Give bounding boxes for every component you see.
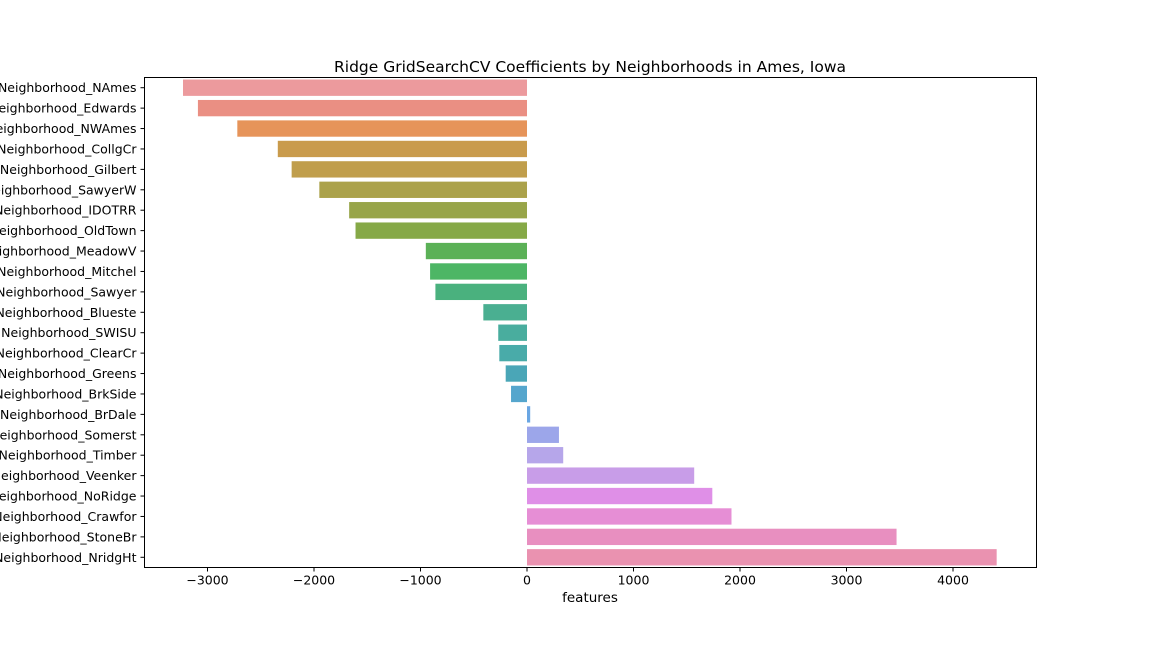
x-tick-label: −2000 xyxy=(293,573,335,588)
y-tick-label: Neighborhood_Greens xyxy=(0,366,137,381)
y-tick-label: Neighborhood_NWAmes xyxy=(0,121,137,136)
y-tick-label: Neighborhood_SWISU xyxy=(1,325,136,340)
x-tick-label: 0 xyxy=(523,573,531,588)
x-ticks: −3000 −2000 −1000 0 1000 2000 3000 4000 xyxy=(186,567,969,588)
y-tick-label: Neighborhood_Somerst xyxy=(0,427,137,442)
chart-title: Ridge GridSearchCV Coefficients by Neigh… xyxy=(334,58,846,76)
y-tick-label: Neighborhood_ClearCr xyxy=(0,346,137,361)
bar xyxy=(425,242,527,260)
bar xyxy=(319,181,527,198)
y-tick-label: Neighborhood_Veenker xyxy=(0,468,137,483)
bar xyxy=(349,202,527,219)
x-tick-label: 3000 xyxy=(831,573,863,588)
y-tick-label: Neighborhood_Timber xyxy=(0,448,137,463)
y-tick-label: Neighborhood_OldTown xyxy=(0,223,137,238)
y-tick-label: Neighborhood_BrDale xyxy=(0,407,137,422)
bar xyxy=(183,79,527,96)
bar-group xyxy=(183,79,997,566)
bar xyxy=(527,508,732,525)
bar xyxy=(527,487,713,505)
y-tick-label: Neighborhood_NAmes xyxy=(0,80,137,95)
y-tick-label: Neighborhood_Sawyer xyxy=(0,284,137,299)
y-tick-label: Neighborhood_IDOTRR xyxy=(0,203,137,218)
x-axis-label: features xyxy=(562,590,618,606)
x-tick-label: −3000 xyxy=(186,573,228,588)
bar xyxy=(237,120,527,137)
bar xyxy=(527,549,997,566)
y-tick-label: Neighborhood_NridgHt xyxy=(0,550,137,565)
plot-frame xyxy=(144,77,1037,568)
y-tick-label: Neighborhood_Edwards xyxy=(0,101,137,116)
x-tick-label: 1000 xyxy=(618,573,650,588)
bar xyxy=(483,304,527,321)
y-tick-label: Neighborhood_BrkSide xyxy=(0,386,137,401)
bar xyxy=(527,447,564,464)
x-tick-label: −1000 xyxy=(399,573,441,588)
y-tick-label: Neighborhood_NoRidge xyxy=(0,489,137,504)
y-tick-label: Neighborhood_Mitchel xyxy=(0,264,137,279)
bar xyxy=(511,385,527,403)
bar xyxy=(430,263,527,280)
bar xyxy=(499,344,527,362)
bar xyxy=(498,324,527,341)
y-tick-label: Neighborhood_Blueste xyxy=(0,305,137,320)
y-tick-label: Neighborhood_Gilbert xyxy=(0,162,137,177)
bar xyxy=(355,222,527,239)
bar xyxy=(277,140,527,158)
bar xyxy=(197,99,528,117)
bar xyxy=(527,426,559,443)
x-tick-label: 2000 xyxy=(724,573,756,588)
bar xyxy=(527,467,695,484)
bar xyxy=(435,283,527,301)
y-tick-label: Neighborhood_SawyerW xyxy=(0,182,137,197)
x-tick-label: 4000 xyxy=(937,573,969,588)
bar xyxy=(291,161,527,178)
bar xyxy=(505,365,527,382)
y-tick-label: Neighborhood_CollgCr xyxy=(0,141,137,156)
y-tick-label: Neighborhood_StoneBr xyxy=(0,529,137,544)
y-tick-label: Neighborhood_MeadowV xyxy=(0,244,137,259)
bar xyxy=(527,528,897,546)
y-tick-label: Neighborhood_Crawfor xyxy=(0,509,137,524)
y-tick-labels: Neighborhood_NAmes Neighborhood_Edwards Ne… xyxy=(0,80,145,565)
bar xyxy=(527,406,531,423)
